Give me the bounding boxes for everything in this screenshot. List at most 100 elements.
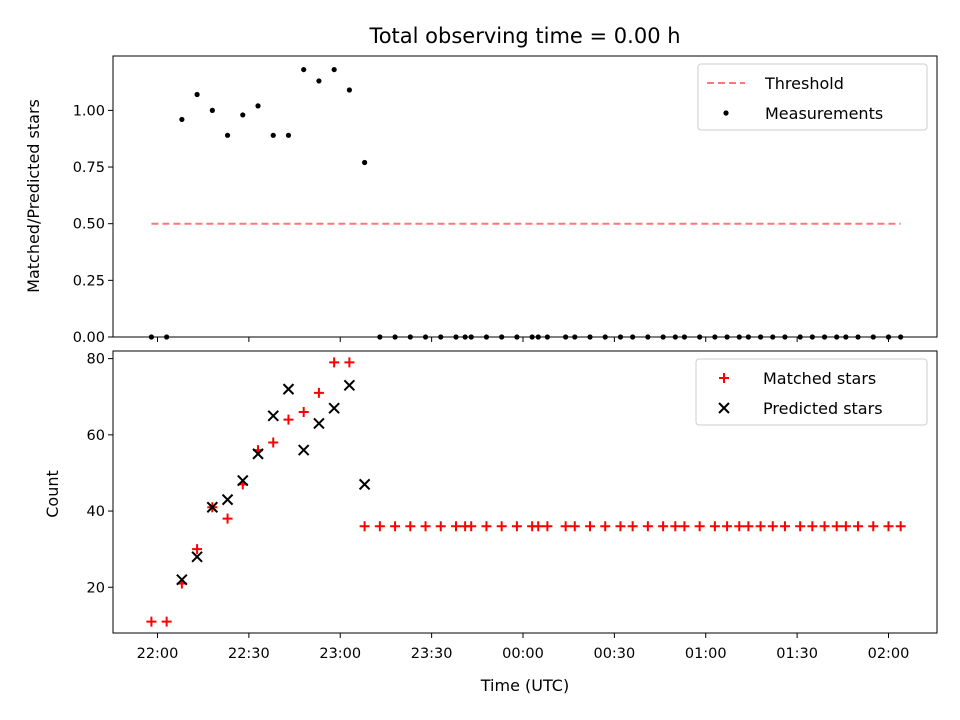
predicted-star-point (252, 448, 264, 460)
legend-box (697, 63, 928, 131)
predicted-star-point (237, 474, 249, 487)
bottom-y-axis-label: Count (43, 470, 62, 518)
matched-star-point (560, 521, 571, 532)
y-tick-label: 0.00 (73, 330, 105, 346)
measurement-point (209, 107, 215, 113)
measurement-point (240, 112, 246, 118)
matched-star-point (481, 521, 492, 532)
predicted-star-point (297, 444, 310, 456)
matched-star-point (146, 616, 157, 627)
y-tick-label: 40 (87, 504, 105, 520)
matched-star-point (767, 521, 778, 532)
measurement-point (224, 132, 231, 138)
matched-star-point (435, 521, 446, 532)
measurement-point (179, 116, 185, 123)
x-tick-label: 01:30 (776, 646, 818, 662)
matched-star-point (819, 521, 830, 532)
matched-star-point (420, 521, 431, 532)
matched-star-point (779, 521, 790, 532)
x-tick-label: 23:30 (411, 646, 453, 662)
legend-box (695, 358, 928, 426)
x-tick-label: 01:00 (685, 646, 727, 662)
matched-star-point (268, 437, 279, 448)
measurement-point (270, 132, 276, 138)
matched-star-point (283, 414, 294, 425)
matched-star-point (670, 521, 681, 532)
y-tick-label: 0.75 (73, 160, 105, 176)
matched-star-point (868, 521, 879, 532)
matched-star-point (585, 521, 596, 532)
legend: Threshold Measurements (697, 63, 928, 131)
legend-entry-label: Matched stars (763, 369, 876, 388)
predicted-star-point (267, 410, 279, 422)
x-tick-label: 00:00 (502, 646, 544, 662)
matched-star-point (359, 521, 370, 532)
matched-star-point (840, 521, 851, 532)
matched-star-point (511, 521, 522, 532)
matched-star-point (466, 521, 477, 532)
matched-star-point (722, 521, 733, 532)
matched-star-point (895, 521, 906, 532)
measurement-point (331, 66, 337, 73)
matched-star-point (694, 521, 705, 532)
matched-star-point (795, 521, 806, 532)
y-tick-label: 0.50 (73, 217, 105, 233)
measurement-point (316, 78, 322, 84)
matched-star-point (743, 521, 754, 532)
matched-star-point (542, 521, 553, 532)
predicted-star-point (343, 379, 356, 392)
top-panel: 0.00 0.25 0.50 0.75 1.00 Threshold Measurement… (73, 55, 938, 346)
matched-star-point (329, 357, 340, 368)
top-y-axis-label: Matched/Predicted stars (24, 99, 43, 293)
predicted-star-point (313, 417, 325, 430)
measurement-point (362, 159, 368, 166)
predicted-star-point (221, 493, 234, 506)
plot-frame (112, 55, 938, 338)
x-tick-label: 00:30 (593, 646, 635, 662)
legend-measurement-swatch (723, 110, 729, 116)
legend-entry-label: Threshold (764, 74, 844, 93)
measurement-point (194, 91, 200, 98)
measurement-point (285, 132, 292, 138)
matched-star-point (405, 521, 416, 532)
matched-star-point (658, 521, 669, 532)
predicted-star-point (282, 383, 295, 395)
matched-star-point (600, 521, 611, 532)
measurement-point (301, 66, 307, 73)
legend-entry-label: Measurements (765, 104, 883, 123)
bottom-panel: 20 40 60 80 22:00 22:30 23:00 23:30 00:00 00:30 01… (87, 350, 938, 662)
matched-star-point (734, 521, 745, 532)
legend-predicted-swatch (718, 402, 730, 414)
matched-star-point (853, 521, 864, 532)
chart-title: Total observing time = 0.00 h (368, 24, 680, 48)
measurement-point (255, 103, 261, 109)
legend-entry-label: Predicted stars (763, 399, 883, 418)
x-tick-label: 22:00 (137, 646, 179, 662)
predicted-star-point (176, 573, 188, 586)
y-tick-label: 20 (87, 580, 105, 596)
matched-star-point (807, 521, 818, 532)
y-tick-label: 1.00 (73, 103, 105, 119)
plot-frame (112, 350, 938, 634)
x-tick-label: 02:00 (868, 646, 910, 662)
matched-star-point (313, 387, 324, 398)
matched-star-point (390, 521, 401, 532)
matched-star-point (533, 521, 544, 532)
predicted-star-point (191, 551, 203, 563)
matched-star-point (161, 616, 172, 627)
matched-star-point (755, 521, 766, 532)
matched-star-point (569, 521, 580, 532)
predicted-star-point (328, 402, 340, 414)
matched-star-point (344, 357, 355, 368)
y-tick-label: 0.25 (73, 273, 105, 289)
matched-star-point (679, 521, 690, 532)
matched-star-point (831, 521, 842, 532)
series-predicted-stars (176, 379, 371, 586)
matched-star-point (883, 521, 894, 532)
x-tick-label: 23:00 (319, 646, 361, 662)
matched-star-point (192, 544, 203, 555)
matched-star-point (450, 521, 461, 532)
matched-star-point (627, 521, 638, 532)
measurement-point (346, 87, 352, 93)
